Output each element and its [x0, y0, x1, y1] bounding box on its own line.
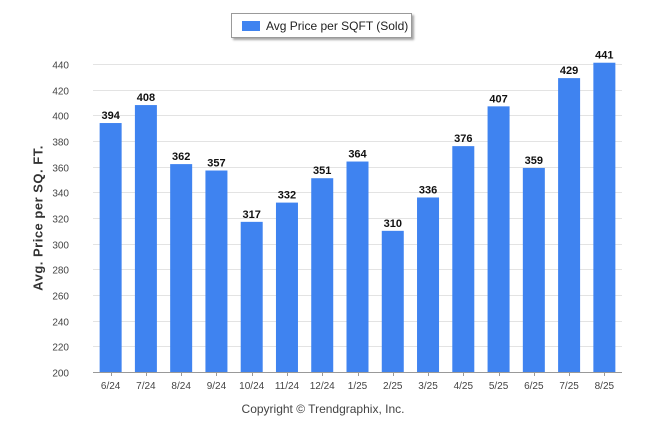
x-tick-label: 9/24 — [207, 381, 227, 392]
y-tick-label: 200 — [52, 369, 69, 380]
bar — [170, 164, 193, 372]
x-tick-label: 2/25 — [383, 381, 403, 392]
bar — [275, 202, 298, 372]
x-tick-label: 7/24 — [136, 381, 156, 392]
data-label: 332 — [278, 190, 296, 202]
y-tick-label: 340 — [52, 189, 69, 200]
bar — [346, 161, 369, 372]
data-label: 407 — [489, 93, 507, 105]
x-tick-label: 3/25 — [418, 381, 438, 392]
y-tick-label: 380 — [52, 138, 69, 149]
y-tick-label: 420 — [52, 87, 69, 98]
x-tick-label: 12/24 — [310, 381, 335, 392]
copyright-footer: Copyright © Trendgraphix, Inc. — [241, 402, 405, 416]
x-tick-label: 8/25 — [595, 381, 615, 392]
data-label: 336 — [419, 184, 437, 196]
y-tick-label: 260 — [52, 292, 69, 303]
y-tick-label: 320 — [52, 215, 69, 226]
x-tick-label: 7/25 — [559, 381, 579, 392]
bar — [558, 78, 581, 372]
data-label: 408 — [137, 92, 155, 104]
bar — [381, 230, 404, 372]
data-label: 357 — [207, 158, 225, 170]
bar — [205, 170, 228, 372]
y-tick-label: 400 — [52, 112, 69, 123]
chart-legend: Avg Price per SQFT (Sold) — [231, 13, 412, 38]
x-tick-label: 11/24 — [275, 381, 300, 392]
data-label: 364 — [348, 149, 367, 161]
bar — [240, 221, 263, 372]
data-label: 351 — [313, 165, 331, 177]
x-tick-label: 6/24 — [101, 381, 121, 392]
data-label: 429 — [560, 65, 578, 77]
x-tick-label: 10/24 — [239, 381, 264, 392]
data-label: 317 — [243, 209, 261, 221]
bar — [417, 197, 440, 372]
legend-swatch — [242, 21, 260, 31]
data-label: 394 — [101, 110, 120, 122]
x-tick-label: 4/25 — [454, 381, 474, 392]
bar — [593, 62, 616, 372]
x-tick-label: 8/24 — [171, 381, 191, 392]
bar — [99, 123, 122, 373]
bar — [522, 167, 545, 372]
y-tick-label: 300 — [52, 241, 69, 252]
data-label: 310 — [384, 218, 402, 230]
bar — [311, 178, 334, 372]
x-tick-label: 5/25 — [489, 381, 509, 392]
bar — [134, 105, 157, 373]
x-tick-label: 6/25 — [524, 381, 544, 392]
bar — [452, 146, 475, 372]
y-tick-label: 360 — [52, 164, 69, 175]
y-tick-label: 440 — [52, 61, 69, 72]
y-tick-label: 240 — [52, 318, 69, 329]
data-label: 376 — [454, 133, 472, 145]
data-label: 359 — [525, 155, 543, 167]
y-tick-label: 220 — [52, 343, 69, 354]
data-label: 362 — [172, 151, 190, 163]
x-tick-label: 1/25 — [348, 381, 368, 392]
y-axis-label: Avg. Price per SQ. FT. — [30, 145, 46, 291]
data-label: 441 — [595, 50, 613, 62]
y-tick-label: 280 — [52, 266, 69, 277]
bar — [487, 106, 510, 372]
legend-label: Avg Price per SQFT (Sold) — [266, 19, 409, 33]
